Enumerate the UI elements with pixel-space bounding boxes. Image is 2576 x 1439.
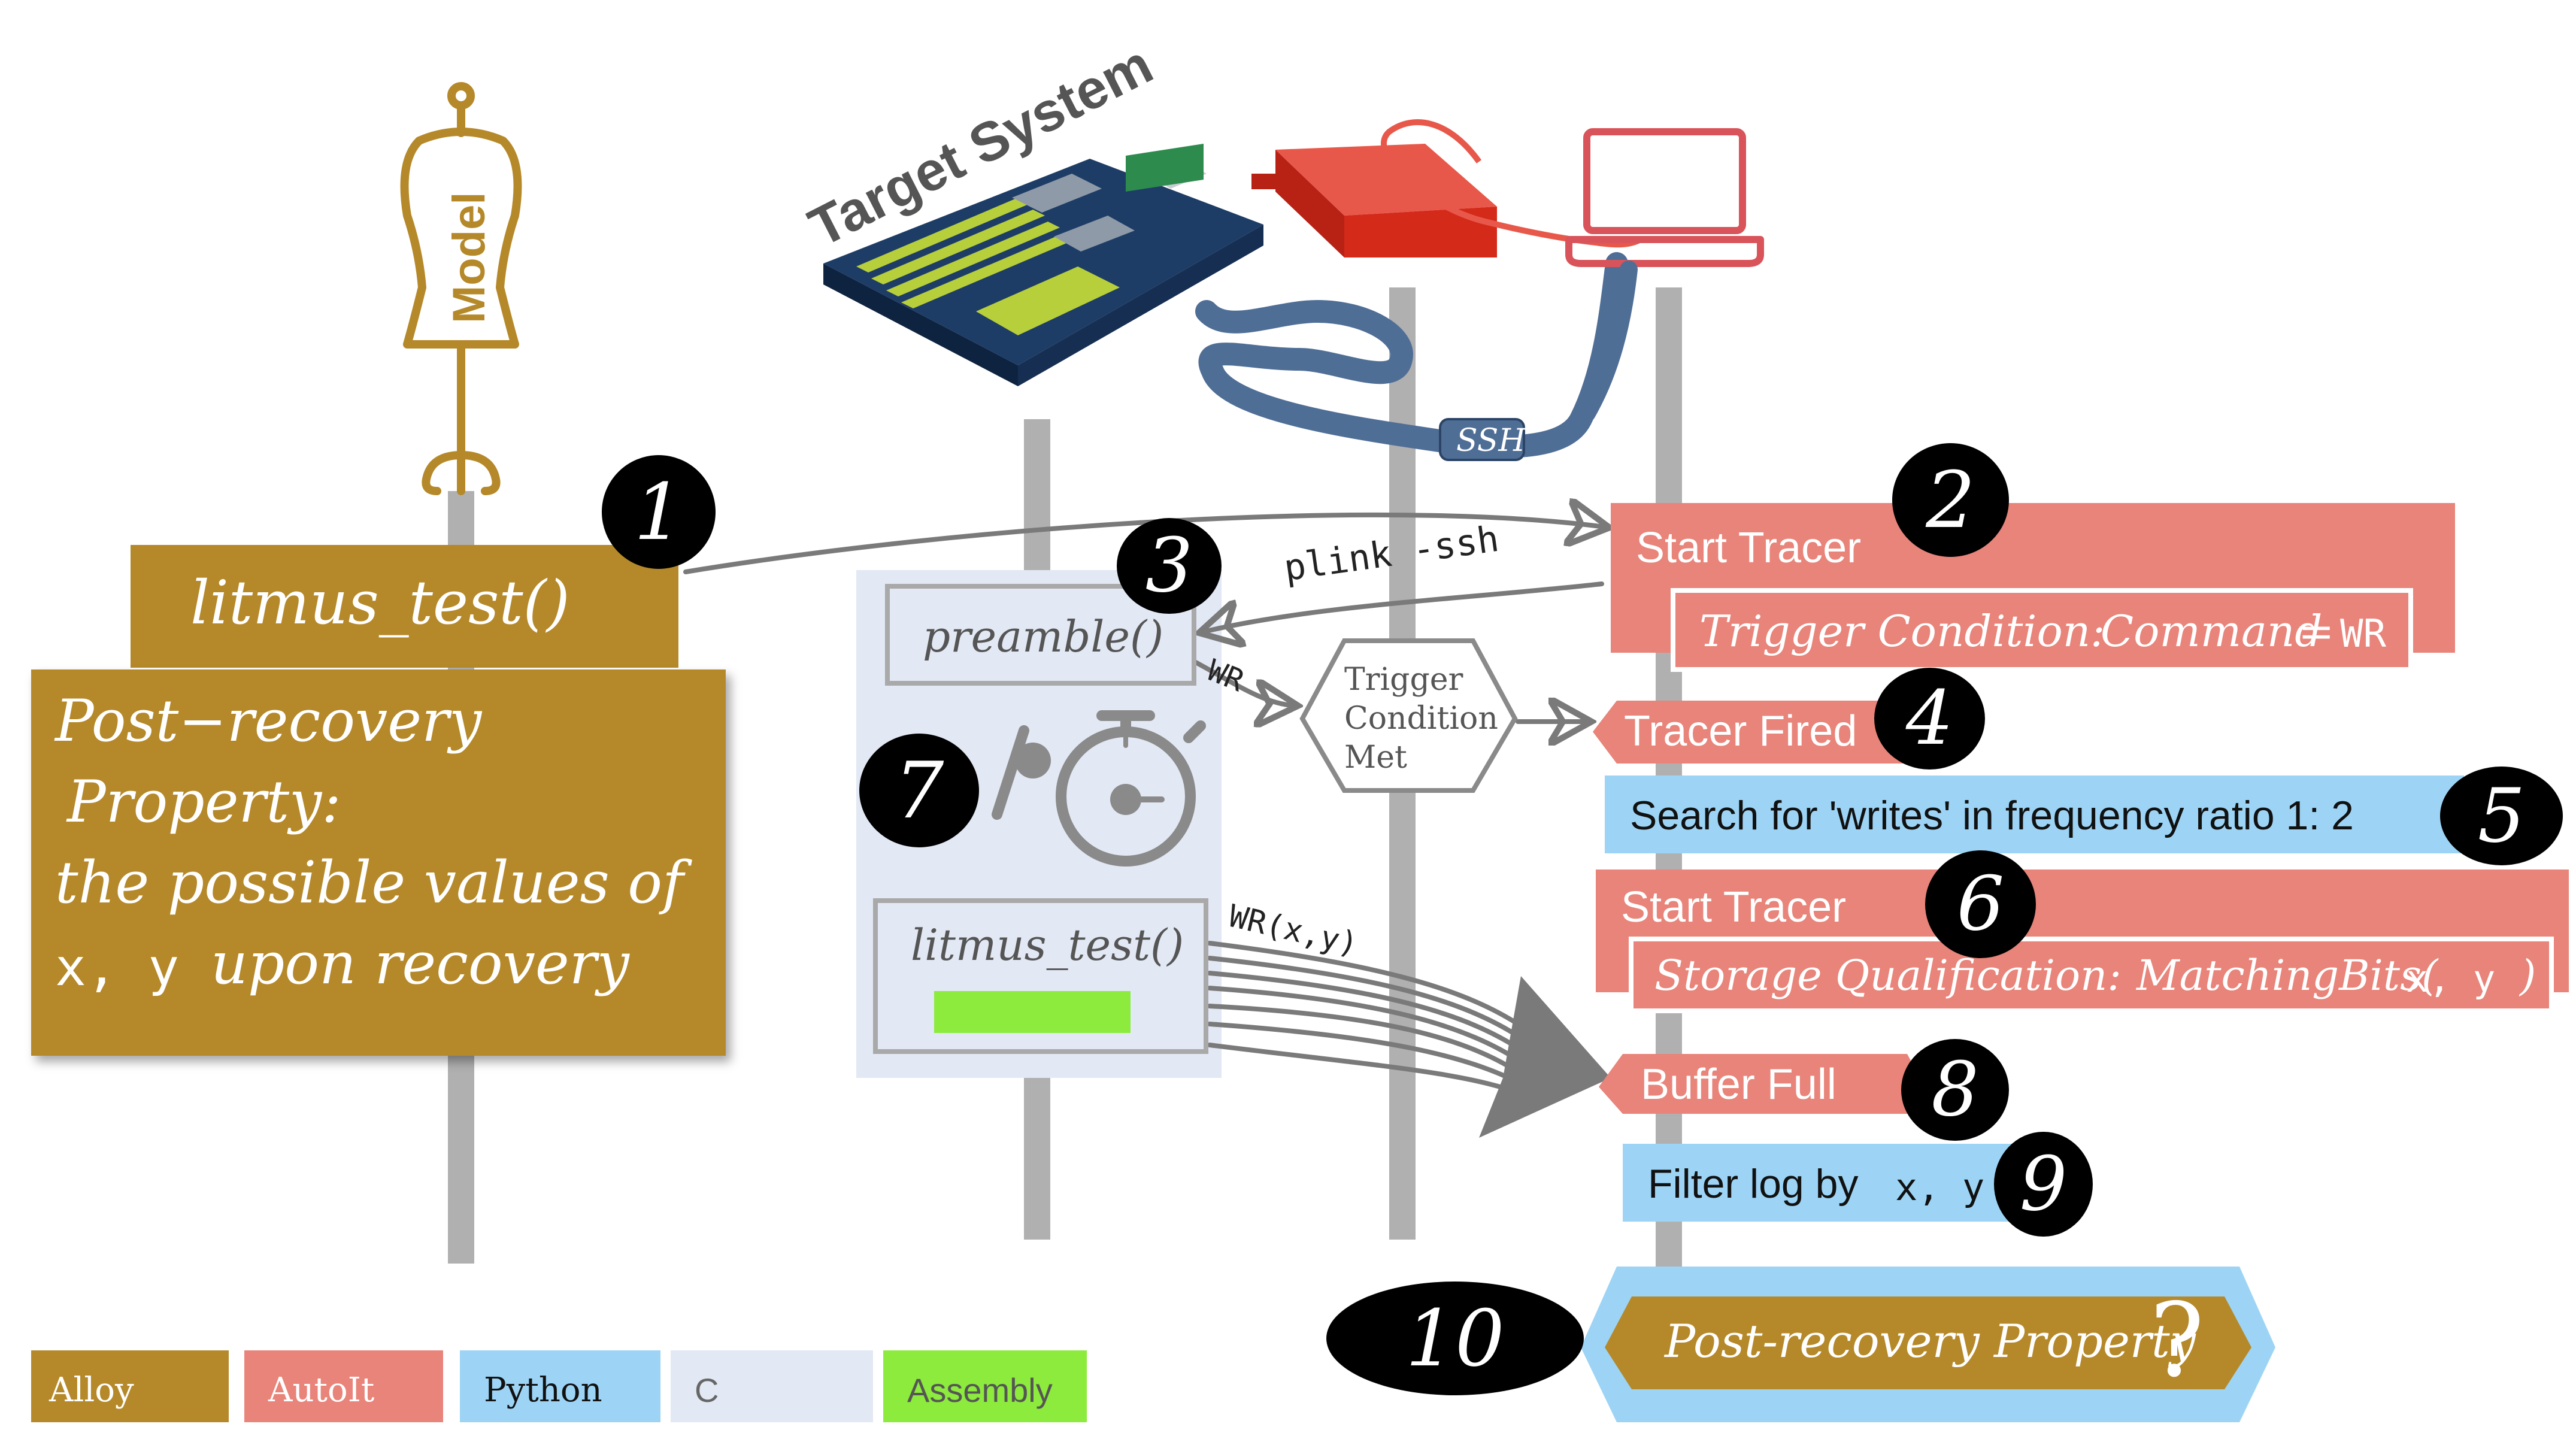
result-label: Post-recovery Property	[1665, 1314, 2196, 1368]
start-tracer-1-label: Start Tracer	[1636, 524, 1862, 572]
step-1-badge: 1	[602, 455, 716, 569]
legend-assembly-label: Assembly	[907, 1371, 1053, 1409]
tracer-fired-label: Tracer Fired	[1624, 707, 1857, 755]
laptop-icon	[1565, 128, 1764, 267]
arrow-fan-head	[1479, 976, 1611, 1138]
preamble-box: preamble()	[885, 584, 1196, 686]
legend-autoit: AutoIt	[244, 1350, 443, 1422]
debugger-hub-icon	[1251, 119, 1642, 257]
start-tracer-2-label: Start Tracer	[1621, 883, 1847, 931]
legend-python: Python	[460, 1350, 660, 1422]
property-line-1: Post−recovery	[55, 687, 482, 755]
storage-close: )	[2520, 951, 2536, 1000]
timer-icon	[992, 710, 1206, 867]
alloy-property-box: Post−recovery Property: the possible val…	[31, 669, 726, 1056]
property-line-2: Property:	[67, 768, 341, 835]
legend-assembly: Assembly	[883, 1350, 1087, 1422]
motherboard-icon	[823, 144, 1263, 386]
property-line-3: the possible values of	[55, 849, 684, 916]
trigger-condition-node	[1299, 638, 1518, 793]
property-vars: x, y	[55, 938, 180, 998]
result-inner	[1605, 1296, 2251, 1389]
step-6-badge: 6	[1925, 850, 2036, 958]
trigger-condition-label: Trigger Condition:	[1699, 606, 2105, 656]
c-litmus-test-label: litmus_test()	[911, 920, 1184, 970]
step-5-badge: 5	[2440, 767, 2563, 865]
filter-label: Filter log by	[1648, 1161, 1859, 1207]
cable-laptop	[1578, 260, 1638, 422]
search-box: Search for 'writes' in frequency ratio 1…	[1605, 775, 2464, 853]
model-label: Model	[444, 192, 495, 323]
preamble-label: preamble()	[923, 611, 1164, 662]
arrow-plink	[1204, 581, 1604, 632]
legend-autoit-label: AutoIt	[268, 1371, 375, 1410]
ssh-connector	[1439, 418, 1525, 461]
storage-vars: x, y	[2406, 957, 2496, 1001]
trigger-condition-box: Trigger Condition: Command = WR	[1671, 588, 2413, 672]
trigger-line-1: Trigger	[1344, 662, 1463, 698]
trigger-condition-value: Command	[2101, 606, 2323, 656]
trigger-condition-eq: =	[2298, 606, 2335, 656]
ssh-label: SSH	[1456, 423, 1526, 459]
step-9-badge: 9	[1994, 1132, 2093, 1237]
assembly-bar	[934, 991, 1131, 1033]
step-2-badge: 2	[1892, 443, 2009, 557]
step-4-badge: 4	[1874, 668, 1985, 770]
storage-value: MatchingBits(	[2136, 951, 2438, 1000]
storage-label: Storage Qualification:	[1654, 951, 2122, 1000]
storage-qualification-box: Storage Qualification: MatchingBits( x, …	[1629, 937, 2554, 1013]
model-icon	[400, 82, 522, 495]
property-line-4: upon recovery	[211, 930, 629, 997]
buffer-full-label: Buffer Full	[1641, 1061, 1836, 1108]
trigger-condition-wr: WR	[2340, 612, 2387, 656]
legend-alloy-label: Alloy	[49, 1371, 134, 1410]
step-3-badge: 3	[1117, 518, 1222, 614]
legend-c-label: C	[695, 1371, 719, 1409]
alloy-litmus-test-box: litmus_test()	[131, 545, 678, 668]
c-litmus-test-box: litmus_test()	[873, 898, 1208, 1054]
filter-box: Filter log by x, y	[1623, 1144, 2054, 1222]
trigger-line-2: Condition	[1344, 701, 1498, 737]
step-7-badge: 7	[859, 734, 979, 847]
legend-alloy: Alloy	[31, 1350, 229, 1422]
start-tracer-2-box: Start Tracer Storage Qualification: Matc…	[1596, 870, 2569, 1013]
filter-vars: x, y	[1895, 1165, 1985, 1209]
alloy-litmus-test-label: litmus_test()	[190, 568, 570, 638]
search-label: Search for 'writes' in frequency ratio 1…	[1630, 793, 2354, 838]
cable-board	[1195, 252, 1628, 458]
step-8-badge: 8	[1901, 1039, 2009, 1141]
arrow-wr	[1192, 659, 1293, 705]
legend-c: C	[671, 1350, 873, 1422]
trigger-line-3: Met	[1344, 740, 1407, 775]
start-tracer-1-box: Start Tracer Trigger Condition: Command …	[1611, 503, 2455, 672]
step-10-badge: 10	[1326, 1282, 1584, 1395]
buffer-full-shape	[1599, 1054, 1925, 1114]
tracer-fired-shape	[1593, 701, 1922, 764]
legend-python-label: Python	[484, 1371, 602, 1410]
result-mark: ?	[2150, 1282, 2205, 1400]
